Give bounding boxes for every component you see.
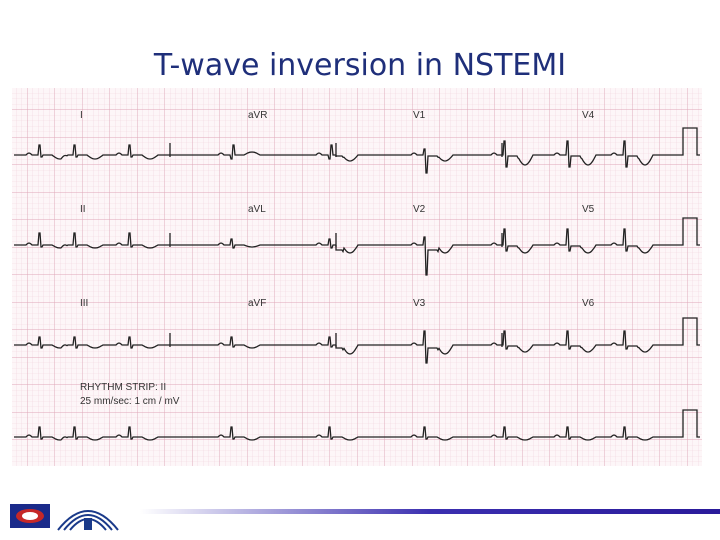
lead-label: aVF [248, 298, 266, 309]
ecg-trace [170, 144, 336, 160]
ecg-trace [170, 238, 336, 249]
lead-label: V2 [413, 204, 426, 215]
rhythm-settings: 25 mm/sec: 1 cm / mV [80, 396, 180, 407]
calibration-pulse [672, 317, 700, 346]
ecg-trace [170, 336, 336, 349]
lead-label: V4 [582, 110, 595, 121]
ecg-trace [14, 336, 170, 349]
lead-label: V1 [413, 110, 426, 121]
logo-right [57, 510, 119, 531]
ecg-trace [502, 228, 672, 254]
ecg-trace [335, 148, 502, 174]
slide-title: T-wave inversion in NSTEMI [153, 48, 567, 83]
lead-label: V6 [582, 298, 595, 309]
calibration-pulse [672, 127, 700, 156]
rhythm-label: RHYTHM STRIP: II [80, 382, 166, 393]
ecg-trace [14, 232, 170, 249]
ecg-trace [335, 330, 502, 364]
footer-rule [140, 509, 720, 514]
lead-label: V3 [413, 298, 426, 309]
lead-label: III [80, 298, 88, 309]
calibration-pulse [672, 409, 700, 438]
ecg-trace [335, 236, 502, 276]
lead-label: I [80, 110, 83, 121]
calibration-pulse [672, 217, 700, 246]
lead-label: V5 [582, 204, 595, 215]
rhythm-trace [14, 426, 672, 441]
ecg-trace [14, 144, 170, 160]
ecg-trace [502, 140, 672, 168]
ecg-trace [502, 330, 672, 353]
lead-label: II [80, 204, 86, 215]
ecg-grid [12, 88, 702, 466]
lead-label: aVL [248, 204, 266, 215]
logo-left [10, 504, 50, 528]
lead-label: aVR [248, 110, 267, 121]
ecg-traces [14, 127, 700, 441]
